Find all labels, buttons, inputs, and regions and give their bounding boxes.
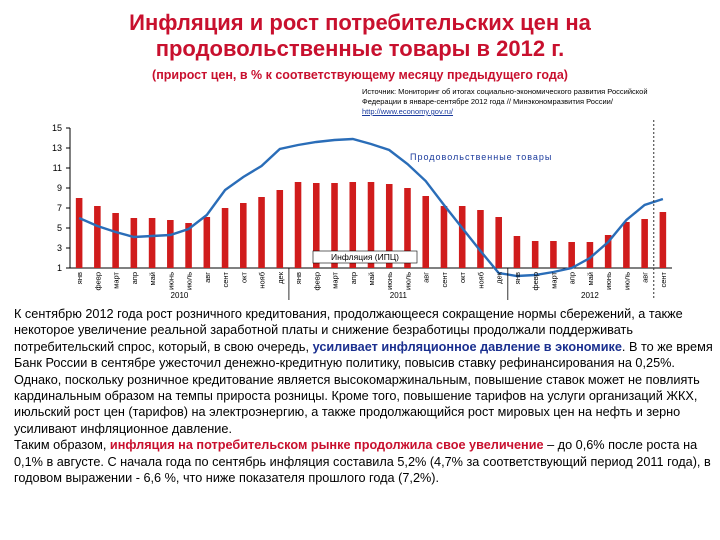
- annotation-food: Продовольственные товары: [410, 152, 552, 162]
- bar-cpi: [513, 236, 521, 268]
- x-tick-label: авг: [203, 272, 212, 283]
- x-tick-label: сент: [221, 271, 230, 287]
- source-note: Источник: Мониторинг об итогах социально…: [362, 87, 702, 117]
- bar-cpi: [604, 235, 612, 268]
- x-tick-label: февр: [531, 272, 540, 291]
- bar-cpi: [75, 198, 83, 268]
- y-tick-label: 9: [57, 183, 62, 193]
- x-tick-label: нояб: [476, 272, 485, 289]
- y-tick-label: 3: [57, 243, 62, 253]
- bar-cpi: [422, 196, 430, 268]
- bar-cpi: [623, 222, 630, 268]
- body-paragraph: К сентябрю 2012 года рост розничного кре…: [14, 306, 714, 437]
- bar-cpi: [148, 218, 156, 268]
- x-tick-label: дек: [276, 271, 285, 284]
- bar-cpi: [294, 182, 302, 268]
- x-tick-label: окт: [458, 271, 467, 283]
- x-tick-label: янв: [75, 272, 84, 284]
- y-tick-label: 5: [57, 223, 62, 233]
- text-run: . В то же время Банк России в сентябре у…: [14, 339, 713, 436]
- year-label: 2010: [171, 291, 189, 300]
- source-line-1: Источник: Мониторинг об итогах социально…: [362, 87, 648, 96]
- bar-cpi: [495, 217, 502, 268]
- annotation-box: [312, 250, 418, 264]
- bar-cpi: [550, 241, 557, 268]
- bar-cpi: [94, 206, 101, 268]
- x-tick-label: июль: [622, 272, 631, 290]
- highlighted-phrase: инфляция на потребительском рынке продол…: [109, 438, 544, 453]
- x-tick-label: авг: [422, 272, 431, 283]
- bar-cpi: [367, 182, 375, 268]
- bar-cpi: [458, 206, 466, 268]
- x-tick-label: апр: [130, 272, 139, 284]
- x-tick-label: нояб: [258, 272, 267, 289]
- bar-cpi: [531, 241, 539, 268]
- page-title: Инфляция и рост потребительских цен на п…: [129, 10, 591, 61]
- bar-cpi: [312, 183, 320, 268]
- annotation-cpi: Инфляция (ИПЦ): [331, 252, 399, 262]
- x-tick-label: май: [586, 272, 595, 286]
- x-tick-label: апр: [568, 272, 577, 284]
- x-tick-label: февр: [312, 272, 321, 291]
- text-run: – до 0,6% после роста на 0,1% в августе.…: [14, 438, 711, 486]
- bar-cpi: [112, 213, 119, 268]
- bar-cpi: [385, 184, 393, 268]
- x-tick-label: сент: [659, 271, 668, 287]
- x-tick-label: март: [112, 271, 121, 288]
- bar-cpi: [167, 220, 174, 268]
- bar-cpi: [276, 190, 284, 268]
- bar-cpi: [258, 197, 265, 268]
- bar-cpi: [203, 217, 211, 268]
- bar-cpi: [641, 219, 648, 268]
- x-tick-label: июль: [185, 272, 194, 290]
- y-tick-label: 11: [53, 163, 62, 173]
- x-tick-label: янв: [294, 272, 303, 284]
- y-tick-label: 7: [57, 203, 62, 213]
- x-tick-label: май: [367, 272, 376, 286]
- x-tick-label: янв: [513, 272, 522, 284]
- x-tick-label: февр: [93, 272, 102, 291]
- bar-cpi: [331, 183, 338, 268]
- source-link[interactable]: http://www.economy.gov.ru/: [362, 107, 454, 116]
- x-tick-label: окт: [239, 271, 248, 283]
- x-tick-label: май: [148, 272, 157, 286]
- inflation-chart: 15 13 11 9 7 5 3 1 Продовольственные товары Инфля…: [52, 120, 672, 300]
- bar-cpi: [130, 218, 138, 268]
- text-run: Таким образом,: [14, 438, 110, 453]
- bar-cpi: [440, 206, 448, 268]
- x-tick-label: июль: [403, 272, 412, 290]
- x-tick-label: сент: [440, 271, 449, 287]
- bar-cpi: [185, 223, 192, 268]
- body-paragraph: Таким образом, инфляция на потребительск…: [14, 437, 714, 486]
- y-tick-label: 13: [52, 143, 62, 153]
- bar-cpi: [404, 188, 411, 268]
- bar-cpi: [586, 242, 594, 268]
- x-tick-label: авг: [641, 272, 650, 283]
- page-subtitle: (прирост цен, в % к соответствующему мес…: [152, 68, 568, 82]
- bar-cpi: [221, 208, 229, 268]
- bar-cpi: [240, 203, 247, 268]
- x-tick-label: июнь: [166, 272, 175, 290]
- highlighted-phrase: усиливает инфляционное давление в эконом…: [312, 339, 622, 354]
- x-tick-label: дек: [495, 271, 504, 284]
- x-tick-label: июнь: [604, 272, 613, 290]
- bar-cpi: [568, 242, 575, 268]
- x-tick-label: март: [331, 271, 340, 288]
- body-text: К сентябрю 2012 года рост розничного кре…: [14, 306, 714, 486]
- source-line-2: Федерации в январе-сентябре 2012 года //…: [362, 97, 613, 106]
- bar-cpi: [659, 212, 667, 268]
- line-food-prices: [78, 137, 664, 278]
- x-tick-label: март: [549, 271, 558, 288]
- x-tick-label: апр: [349, 272, 358, 284]
- text-run: К сентябрю 2012 года рост розничного кре…: [14, 307, 683, 354]
- x-tick-label: июнь: [385, 272, 394, 290]
- year-label: 2011: [390, 291, 408, 300]
- y-tick-label: 15: [52, 123, 62, 133]
- year-label: 2012: [581, 291, 599, 300]
- y-tick-label: 1: [57, 263, 62, 273]
- bar-cpi: [349, 182, 357, 268]
- bar-cpi: [477, 210, 484, 268]
